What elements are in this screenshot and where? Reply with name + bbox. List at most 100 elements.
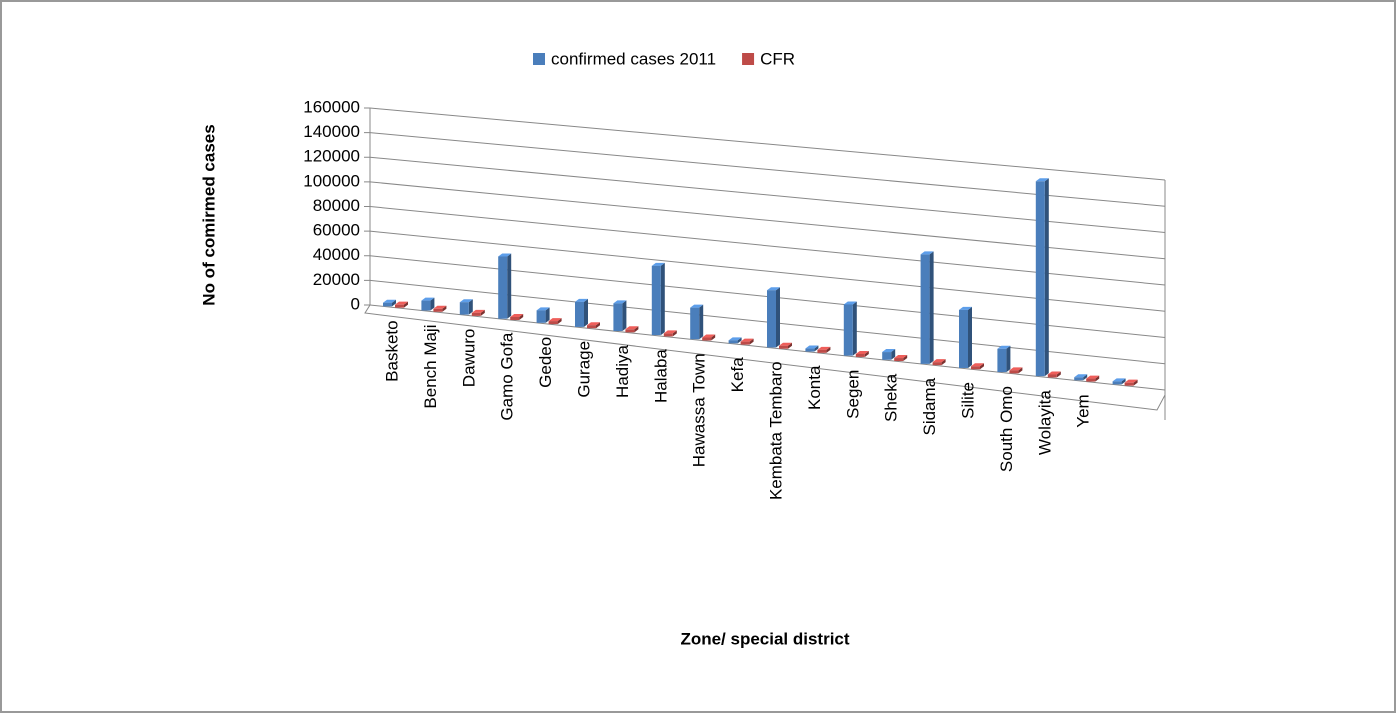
y-tick-label: 120000 — [303, 147, 360, 166]
bar-top — [1112, 378, 1126, 382]
bar — [663, 330, 677, 337]
bar — [1035, 178, 1049, 377]
bar-top — [587, 322, 600, 326]
bar-front — [702, 337, 712, 341]
bar-top — [1074, 374, 1088, 378]
x-tick-label: Halaba — [651, 349, 670, 403]
bar — [997, 345, 1011, 373]
bar-top — [625, 326, 639, 330]
bar-top — [548, 318, 562, 322]
bar-side — [622, 300, 627, 332]
bar-top — [383, 299, 396, 303]
bar-front — [587, 325, 596, 329]
bar-front — [932, 362, 942, 366]
bar — [740, 338, 754, 345]
bar-top — [817, 346, 831, 350]
bar-front — [471, 312, 481, 316]
bar-side — [929, 251, 934, 364]
x-tick-label: Gedeo — [536, 337, 555, 388]
bar-side — [1018, 367, 1023, 374]
bar — [471, 309, 485, 316]
bar-side — [968, 306, 972, 368]
bar-top — [843, 301, 857, 305]
bar-top — [498, 253, 512, 257]
x-tick-label: Hadiya — [613, 344, 632, 397]
bar-side — [404, 301, 408, 308]
bar-side — [519, 313, 524, 320]
bar-side — [596, 322, 600, 329]
x-tick-label: Sheka — [882, 373, 901, 422]
bar — [702, 334, 716, 341]
bar-front — [1124, 382, 1134, 386]
bar-front — [625, 329, 635, 333]
bar-front — [1074, 377, 1084, 381]
bar-side — [430, 297, 435, 311]
bar-front — [459, 302, 469, 315]
bar-front — [894, 358, 904, 362]
x-tick-label: Gamo Gofa — [498, 332, 517, 420]
bar-top — [959, 306, 972, 310]
y-tick-label: 160000 — [303, 97, 360, 116]
grid-line — [369, 206, 1166, 286]
x-tick-label: Yem — [1074, 394, 1093, 427]
bar — [575, 298, 588, 327]
bar-side — [737, 337, 742, 344]
x-tick-label: South Omo — [997, 386, 1016, 472]
bar-front — [1086, 378, 1096, 382]
bar — [383, 299, 396, 307]
bar-front — [1009, 370, 1019, 374]
bar-top — [651, 262, 665, 266]
bar-top — [920, 251, 934, 255]
bar — [882, 349, 896, 360]
bar-side — [634, 326, 639, 333]
bar-side — [442, 305, 447, 312]
bar-front — [575, 301, 584, 327]
bar-front — [882, 352, 892, 360]
bar-front — [817, 349, 827, 353]
y-tick-label: 20000 — [313, 270, 360, 289]
bar-front — [1112, 381, 1122, 385]
bar — [894, 355, 908, 362]
x-tick-label: Silite — [958, 382, 977, 419]
x-tick-label: Wolayita — [1035, 390, 1054, 455]
bar-top — [575, 298, 588, 302]
bar-side — [672, 330, 677, 337]
bar-top — [997, 345, 1011, 349]
bar — [459, 299, 473, 315]
x-tick-label: Kefa — [728, 357, 747, 393]
x-axis-title: Zone/ special district — [680, 629, 849, 648]
bar-side — [1133, 379, 1138, 386]
bar — [625, 326, 639, 333]
bar — [395, 301, 408, 308]
bar — [421, 297, 435, 311]
x-tick-label: Sidama — [920, 377, 939, 435]
bar — [959, 306, 972, 368]
y-tick-label: 80000 — [313, 196, 360, 215]
bar-top — [395, 301, 408, 305]
bar — [767, 287, 780, 348]
grid-line — [369, 230, 1166, 312]
bar-front — [920, 254, 930, 364]
bar-top — [1047, 371, 1061, 375]
bar-side — [584, 298, 588, 327]
x-tick-label: Konta — [805, 365, 824, 410]
bar — [728, 337, 742, 344]
bar — [536, 307, 550, 323]
legend-label: CFR — [760, 49, 795, 68]
grid-line — [369, 132, 1166, 207]
bar-top — [882, 349, 896, 353]
bar — [1047, 371, 1061, 378]
bar-side — [749, 338, 754, 345]
bar-front — [959, 309, 968, 368]
bar — [587, 322, 600, 329]
x-tick-label: Dawuro — [459, 329, 478, 388]
grid-line — [369, 181, 1166, 260]
bar — [805, 345, 819, 352]
bar-side — [1083, 374, 1088, 381]
bar-top — [894, 355, 908, 359]
bar — [817, 346, 831, 353]
bar-side — [903, 355, 908, 362]
legend: confirmed cases 2011 CFR — [533, 49, 795, 68]
x-tick-label: Basketo — [382, 320, 401, 381]
bar — [932, 359, 946, 366]
